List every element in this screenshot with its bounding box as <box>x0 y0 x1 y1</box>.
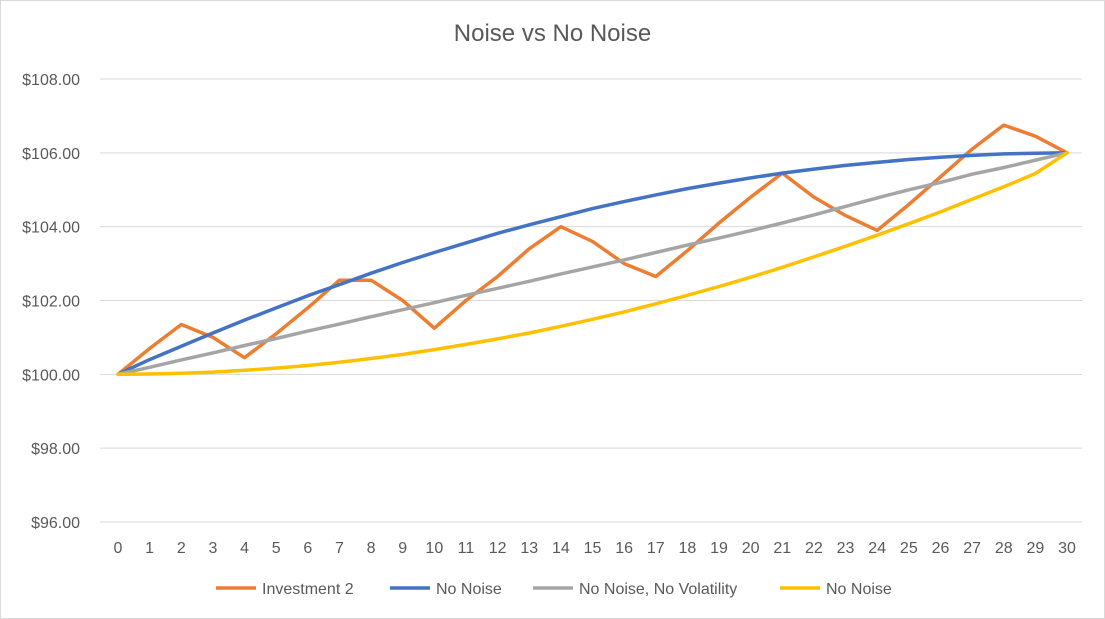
y-tick-label: $106.00 <box>22 146 80 163</box>
gridlines <box>100 78 1082 523</box>
series-line-3 <box>116 151 1069 377</box>
y-tick-label: $104.00 <box>22 220 80 237</box>
x-tick-label: 29 <box>1026 540 1044 557</box>
series-line-2 <box>116 151 1069 377</box>
legend-label: Investment 2 <box>262 581 354 598</box>
y-tick-label: $98.00 <box>31 441 80 458</box>
series-line-1 <box>116 151 1069 377</box>
x-tick-label: 20 <box>742 540 760 557</box>
x-tick-label: 27 <box>963 540 981 557</box>
x-tick-label: 7 <box>335 540 344 557</box>
x-tick-label: 14 <box>552 540 570 557</box>
x-tick-label: 28 <box>995 540 1013 557</box>
y-tick-label: $102.00 <box>22 294 80 311</box>
x-tick-label: 5 <box>272 540 281 557</box>
x-tick-label: 13 <box>520 540 538 557</box>
x-tick-label: 25 <box>900 540 918 557</box>
x-tick-label: 11 <box>458 540 475 557</box>
series-line-0 <box>116 123 1069 377</box>
x-tick-label: 15 <box>584 540 602 557</box>
x-tick-label: 9 <box>398 540 407 557</box>
legend: Investment 2 No Noise No Noise, No Volatil… <box>216 581 892 598</box>
x-tick-label: 16 <box>615 540 633 557</box>
x-tick-label: 24 <box>868 540 886 557</box>
x-tick-label: 0 <box>114 540 123 557</box>
x-tick-label: 17 <box>647 540 665 557</box>
legend-label: No Noise, No Volatility <box>579 581 737 598</box>
x-tick-label: 8 <box>367 540 376 557</box>
x-tick-label: 3 <box>208 540 217 557</box>
x-tick-label: 26 <box>932 540 950 557</box>
x-tick-label: 30 <box>1058 540 1076 557</box>
legend-label: No Noise <box>436 581 502 598</box>
series-lines <box>116 123 1069 377</box>
x-tick-label: 6 <box>303 540 312 557</box>
x-tick-label: 1 <box>145 540 154 557</box>
x-tick-label: 21 <box>773 540 791 557</box>
x-tick-label: 4 <box>240 540 249 557</box>
y-tick-label: $100.00 <box>22 367 80 384</box>
x-tick-label: 18 <box>679 540 697 557</box>
x-tick-label: 12 <box>489 540 507 557</box>
y-axis-tick-labels: $96.00 $98.00 $100.00 $102.00 $104.00 $106.00… <box>22 72 80 532</box>
y-tick-label: $96.00 <box>31 515 80 532</box>
x-axis-tick-labels: 0 1 2 3 4 5 6 7 8 9 10 11 12 13 14 15 16 17 18 19 20 21 22 23 24… <box>114 540 1076 557</box>
chart-title: Noise vs No Noise <box>453 20 652 47</box>
x-tick-label: 22 <box>805 540 823 557</box>
x-tick-label: 2 <box>177 540 186 557</box>
x-tick-label: 23 <box>837 540 855 557</box>
x-tick-label: 19 <box>710 540 728 557</box>
y-tick-label: $108.00 <box>22 72 80 89</box>
x-tick-label: 10 <box>425 540 443 557</box>
legend-label: No Noise <box>826 581 892 598</box>
